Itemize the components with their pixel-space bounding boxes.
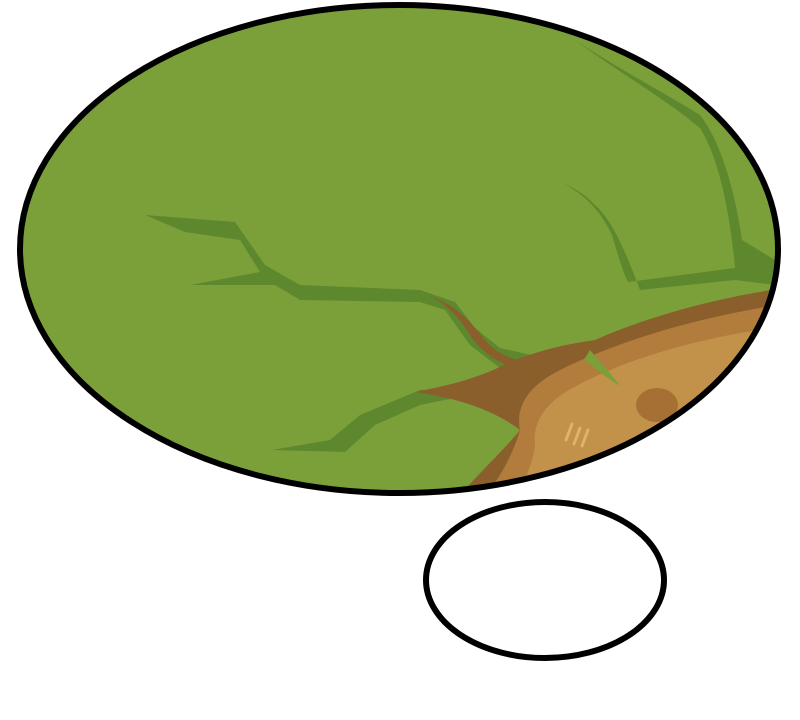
- thought-bubble-small: [423, 499, 667, 661]
- dirt-spot: [636, 388, 678, 422]
- grass-blade-over-dirt: [584, 350, 620, 386]
- dirt-patch-root: [430, 296, 530, 368]
- thought-bubble-large: [17, 2, 781, 496]
- grass-crack-upper-right: [563, 40, 775, 290]
- large-bubble-outline: [17, 2, 781, 496]
- grass-crack-center: [145, 215, 612, 380]
- dirt-marks: [564, 422, 590, 448]
